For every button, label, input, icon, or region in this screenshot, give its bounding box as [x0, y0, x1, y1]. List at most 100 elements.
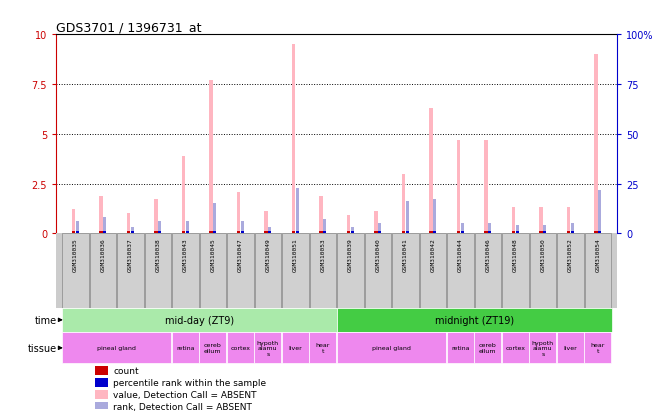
Bar: [337, 234, 364, 308]
Text: GSM310038: GSM310038: [155, 237, 160, 271]
Text: GSM310040: GSM310040: [376, 237, 380, 271]
Bar: [461, 231, 464, 234]
Text: count: count: [114, 366, 139, 375]
Bar: [199, 234, 226, 308]
Bar: [350, 231, 354, 234]
Text: cortex: cortex: [230, 346, 250, 351]
Bar: [374, 212, 378, 234]
Bar: [172, 234, 199, 308]
Bar: [433, 200, 436, 234]
Text: GSM310039: GSM310039: [348, 237, 353, 271]
Bar: [515, 226, 519, 234]
Bar: [378, 224, 381, 234]
Bar: [227, 234, 253, 308]
Bar: [241, 231, 244, 234]
Bar: [72, 210, 75, 234]
Bar: [209, 81, 213, 234]
Bar: [117, 234, 144, 308]
Bar: [429, 109, 432, 234]
Bar: [254, 332, 281, 363]
Bar: [96, 390, 108, 399]
Bar: [543, 226, 546, 234]
Bar: [557, 234, 583, 308]
Text: GSM310037: GSM310037: [128, 237, 133, 271]
Bar: [227, 332, 254, 363]
Bar: [539, 231, 543, 234]
Bar: [237, 192, 240, 234]
Bar: [346, 231, 350, 234]
Bar: [96, 366, 108, 375]
Bar: [76, 231, 79, 234]
Bar: [502, 234, 529, 308]
Bar: [594, 231, 597, 234]
Text: GSM310036: GSM310036: [100, 237, 106, 271]
Bar: [571, 224, 574, 234]
Bar: [264, 212, 267, 234]
Bar: [461, 224, 464, 234]
Text: GDS3701 / 1396731_at: GDS3701 / 1396731_at: [56, 21, 201, 34]
Bar: [319, 196, 323, 234]
Bar: [584, 332, 611, 363]
Bar: [96, 378, 108, 387]
Bar: [182, 231, 185, 234]
Bar: [296, 231, 299, 234]
Bar: [62, 234, 88, 308]
Bar: [72, 231, 75, 234]
Bar: [292, 45, 295, 234]
Bar: [406, 231, 409, 234]
Bar: [323, 231, 327, 234]
Bar: [337, 308, 612, 332]
Bar: [131, 228, 134, 234]
Text: cereb
ellum: cereb ellum: [479, 343, 497, 354]
Bar: [457, 231, 460, 234]
Bar: [154, 200, 158, 234]
Bar: [475, 234, 501, 308]
Text: hypoth
alamu
s: hypoth alamu s: [257, 340, 279, 356]
Bar: [241, 222, 244, 234]
Text: GSM310043: GSM310043: [183, 237, 188, 271]
Bar: [457, 140, 460, 234]
Text: midnight (ZT19): midnight (ZT19): [434, 315, 513, 325]
Bar: [158, 222, 162, 234]
Bar: [213, 231, 216, 234]
Bar: [512, 208, 515, 234]
Bar: [127, 214, 130, 234]
Text: rank, Detection Call = ABSENT: rank, Detection Call = ABSENT: [114, 402, 252, 411]
Bar: [209, 231, 213, 234]
Bar: [447, 332, 474, 363]
Bar: [99, 231, 102, 234]
Bar: [585, 234, 611, 308]
Bar: [374, 231, 378, 234]
Text: hypoth
alamu
s: hypoth alamu s: [532, 340, 554, 356]
Bar: [185, 231, 189, 234]
Bar: [310, 332, 337, 363]
Text: retina: retina: [451, 346, 470, 351]
Bar: [199, 332, 226, 363]
Text: percentile rank within the sample: percentile rank within the sample: [114, 378, 267, 387]
Bar: [185, 222, 189, 234]
Text: value, Detection Call = ABSENT: value, Detection Call = ABSENT: [114, 390, 257, 399]
Bar: [268, 231, 271, 234]
Bar: [282, 234, 309, 308]
Bar: [488, 231, 492, 234]
Bar: [346, 216, 350, 234]
Bar: [62, 332, 172, 363]
Bar: [447, 234, 474, 308]
Bar: [557, 332, 584, 363]
Bar: [484, 140, 488, 234]
Bar: [529, 332, 556, 363]
Bar: [502, 332, 529, 363]
Bar: [567, 231, 570, 234]
Bar: [90, 234, 116, 308]
Text: GSM310047: GSM310047: [238, 237, 243, 271]
Bar: [543, 231, 546, 234]
Bar: [350, 228, 354, 234]
Bar: [264, 231, 267, 234]
Text: GSM310035: GSM310035: [73, 237, 78, 271]
Text: GSM310050: GSM310050: [541, 237, 545, 271]
Text: cortex: cortex: [506, 346, 525, 351]
Text: GSM310053: GSM310053: [320, 237, 325, 271]
Bar: [530, 234, 556, 308]
Text: GSM310051: GSM310051: [293, 237, 298, 271]
Text: GSM310049: GSM310049: [265, 237, 271, 271]
